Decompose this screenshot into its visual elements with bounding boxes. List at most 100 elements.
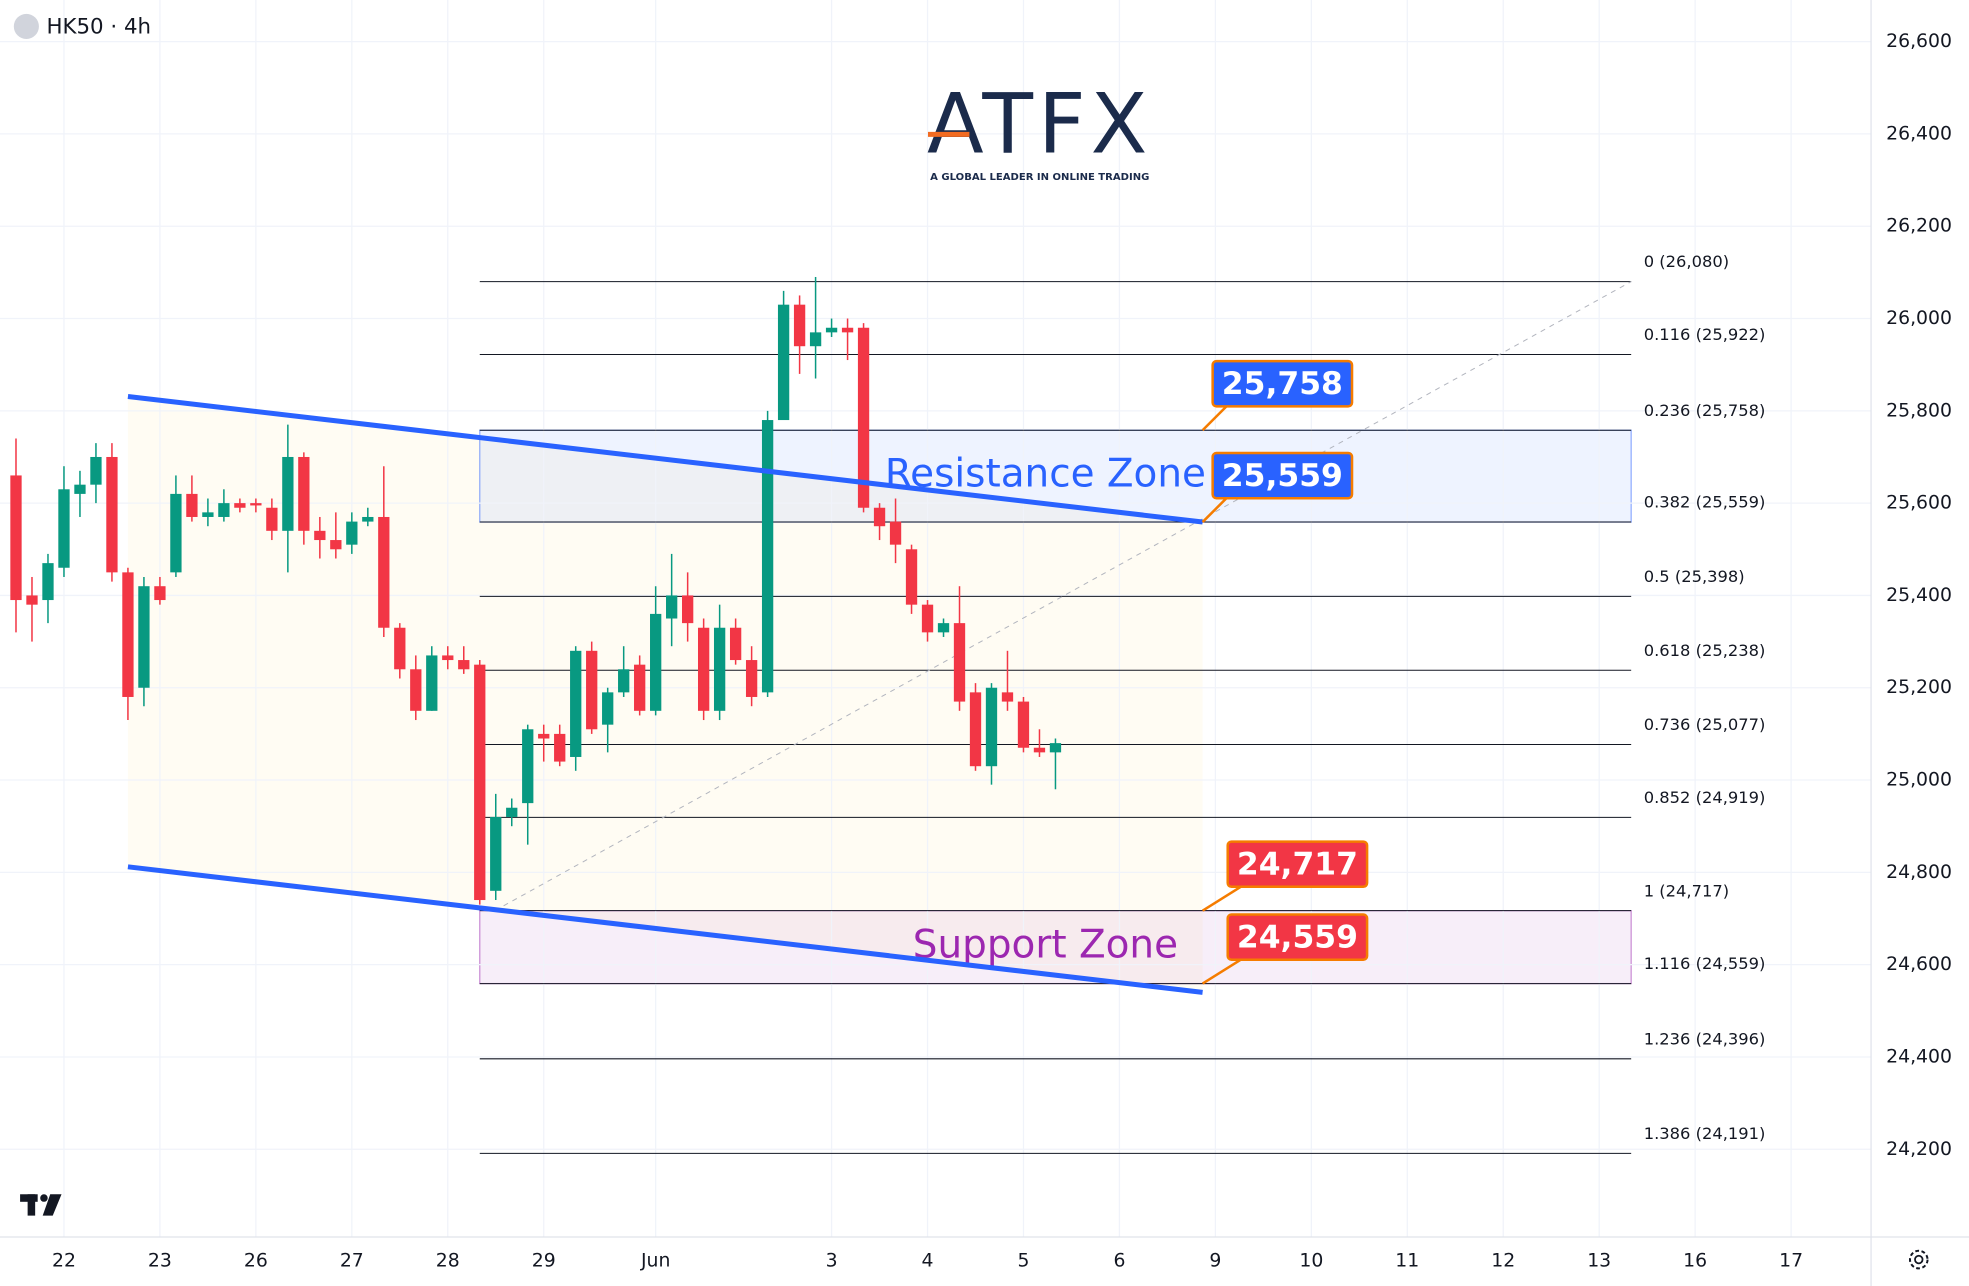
grid-layer [0, 0, 1872, 1237]
fib-label: 0.5 (25,398) [1644, 567, 1745, 586]
candle-body [761, 420, 774, 693]
x-tick-label: 23 [148, 1250, 172, 1271]
candle-body [618, 669, 630, 693]
candle-body [682, 595, 694, 624]
badge-pointer [1201, 496, 1229, 523]
candle-body [713, 627, 726, 711]
candle-body [58, 489, 70, 568]
candle-body [490, 816, 502, 891]
logo-tagline: A GLOBAL LEADER IN ONLINE TRADING [930, 172, 1149, 183]
candle-body [650, 613, 662, 711]
candle-body [857, 327, 870, 508]
x-tick-label: 27 [340, 1250, 364, 1271]
y-tick-label: 26,000 [1886, 308, 1952, 329]
symbol-icon[interactable] [13, 13, 39, 39]
x-tick-label: 13 [1587, 1250, 1611, 1271]
candle-body [889, 521, 902, 545]
candle-body [362, 516, 374, 522]
candle-body [554, 733, 566, 762]
candle-body [218, 503, 230, 517]
candle-body [602, 692, 614, 725]
price-badge-label: 24,559 [1237, 919, 1358, 955]
candle-body [1017, 701, 1030, 748]
fib-label: 0.736 (25,077) [1644, 715, 1766, 734]
candle-body [154, 586, 166, 601]
candle-body [1033, 747, 1046, 753]
x-tick-label: 12 [1491, 1250, 1515, 1271]
price-badge [1226, 913, 1369, 961]
candle-body [937, 623, 950, 633]
fib-label: 0.852 (24,919) [1644, 788, 1766, 807]
price-badge-label: 25,559 [1222, 458, 1343, 494]
fib-label: 1 (24,717) [1644, 881, 1729, 900]
x-tick-label: 3 [826, 1250, 838, 1271]
y-tick-label: 24,400 [1886, 1046, 1952, 1067]
candle-body [522, 729, 534, 804]
candle-body [697, 627, 710, 711]
fib-label: 0.116 (25,922) [1644, 325, 1766, 344]
candle-body [953, 623, 966, 702]
x-tick-label: 5 [1017, 1250, 1029, 1271]
settings-gear[interactable] [1908, 1249, 1929, 1270]
candle-body [202, 512, 214, 517]
fib-label: 0.618 (25,238) [1644, 641, 1766, 660]
price-badge [1211, 451, 1354, 500]
y-tick-label: 24,200 [1886, 1139, 1952, 1160]
candle-body [634, 664, 646, 711]
candle-body [841, 327, 854, 333]
x-tick-label: 11 [1395, 1250, 1419, 1271]
candle-body [42, 563, 54, 601]
candle-body [905, 549, 918, 605]
candle-body [394, 627, 406, 670]
x-tick-label: 6 [1113, 1250, 1125, 1271]
fib-label: 1.236 (24,396) [1644, 1029, 1766, 1048]
candle-body [234, 503, 246, 508]
y-tick-label: 25,600 [1886, 493, 1952, 514]
fib-label: 0.236 (25,758) [1644, 401, 1766, 420]
candle-body [793, 304, 806, 347]
fib-layer: 0 (26,080) 0.116 (25,922) 0.236 (25,758) 0.… [479, 252, 1766, 1154]
candle-body [570, 650, 582, 757]
x-tick-label: 26 [244, 1250, 268, 1271]
candle-body [809, 332, 822, 347]
symbol-title[interactable]: HK50 · 4h [46, 15, 151, 40]
gear-center [1914, 1254, 1924, 1265]
y-tick-label: 26,200 [1886, 216, 1952, 237]
x-tick-label: 16 [1683, 1250, 1707, 1271]
candle-body [282, 456, 294, 531]
candle-body [1001, 692, 1014, 702]
trendline [127, 864, 1203, 995]
fib-label: 0.382 (25,559) [1644, 493, 1766, 512]
badge-pointer [1201, 884, 1244, 912]
price-badge-label: 25,758 [1222, 366, 1343, 402]
candle-body [426, 655, 438, 711]
candle-body [729, 627, 742, 661]
candle-body [538, 733, 550, 739]
candle-body [410, 669, 422, 711]
tv-logo-part [42, 1194, 62, 1216]
x-tick-label: 28 [436, 1250, 460, 1271]
fib-label: 0 (26,080) [1644, 252, 1729, 271]
candle-body [10, 475, 22, 601]
y-tick-label: 24,800 [1886, 862, 1952, 883]
candle-body [378, 516, 390, 628]
price-badge [1226, 840, 1369, 889]
zone-label: Support Zone [913, 923, 1178, 968]
candle-body [266, 507, 278, 531]
candle-body [666, 595, 678, 619]
candle-body [122, 572, 134, 697]
candle-body [106, 456, 118, 573]
x-tick-label: Jun [640, 1250, 670, 1271]
candle-body [506, 807, 518, 817]
candle-body [170, 493, 182, 573]
tradingview-logo[interactable] [20, 1194, 62, 1216]
candle-body [873, 507, 886, 527]
x-tick-label: 10 [1299, 1250, 1323, 1271]
candle-body [969, 692, 982, 767]
candle-body [985, 687, 998, 767]
x-tick-label: 29 [532, 1250, 556, 1271]
channel-fill [127, 396, 1203, 993]
x-tick-label: 9 [1209, 1250, 1221, 1271]
